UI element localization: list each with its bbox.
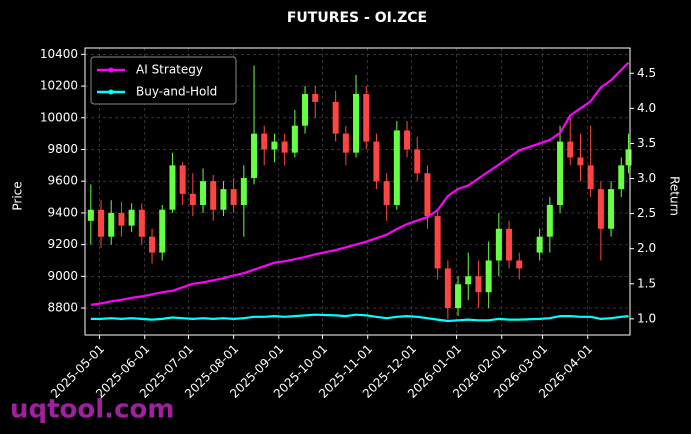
line-series [90, 61, 630, 306]
legend: AI Strategy Buy-and-Hold [90, 56, 237, 105]
candle-body [179, 165, 186, 194]
candle-body [373, 141, 380, 182]
candle-body [414, 149, 421, 174]
candle-body [625, 149, 632, 166]
candle-body [363, 93, 370, 142]
candle-body [291, 125, 298, 153]
candle-body [342, 133, 349, 153]
y2-tick-label: 2.0 [637, 241, 656, 255]
y-tick-label: 10400 [40, 47, 78, 61]
candle-body [189, 193, 196, 205]
candle-body [312, 93, 319, 102]
y-axis-label: Price [11, 181, 25, 210]
chart-title: FUTURES - OI.ZCE [287, 10, 427, 26]
y-tick-label: 9600 [47, 174, 78, 188]
candle-body [536, 236, 543, 253]
y-tick-label: 9400 [47, 205, 78, 219]
candle-body [434, 216, 441, 269]
candle-body [557, 141, 564, 205]
y-tick-label: 10000 [40, 110, 78, 124]
legend-label: AI Strategy [136, 63, 203, 77]
candle-body [87, 209, 94, 221]
candle-body [108, 212, 115, 237]
y2-tick-label: 3.5 [637, 136, 656, 150]
candle-body [475, 276, 482, 293]
candle-body [495, 228, 502, 261]
candle-body [138, 209, 145, 237]
y2-tick-label: 4.5 [637, 66, 656, 80]
candle-body [597, 189, 604, 229]
y-tick-label: 9800 [47, 142, 78, 156]
y-tick-label: 8800 [47, 301, 78, 315]
y2-axis-label: Return [668, 176, 682, 216]
candle-body [567, 141, 574, 158]
candle-body [302, 93, 309, 126]
y2-tick-label: 1.5 [637, 276, 656, 290]
candle-body [516, 260, 523, 269]
legend-marker [108, 89, 114, 95]
candle-body [149, 236, 156, 253]
candle-body [485, 260, 492, 293]
candle-body [546, 204, 553, 237]
candle-body [230, 189, 237, 205]
candle-body [128, 209, 135, 226]
candle-body [118, 212, 125, 226]
line-series [90, 313, 629, 323]
candle-body [261, 133, 268, 150]
candle-body [281, 141, 288, 153]
candle-body [169, 165, 176, 210]
candle-body [444, 268, 451, 309]
candle-body [506, 228, 513, 261]
candle-body [465, 276, 472, 285]
y2-tick-label: 3.0 [637, 171, 656, 185]
y2-tick-label: 4.0 [637, 101, 656, 115]
y-tick-label: 10200 [40, 79, 78, 93]
candle-body [332, 101, 339, 134]
candle-body [404, 130, 411, 150]
legend-box [90, 56, 237, 105]
candle-body [220, 189, 227, 210]
candle-body [393, 130, 400, 205]
candle-body [577, 157, 584, 166]
plot-frame [84, 47, 631, 336]
candle-body [159, 209, 166, 253]
legend-marker [108, 67, 114, 73]
y-tick-label: 9000 [47, 269, 78, 283]
candle-body [271, 141, 278, 150]
legend-label: Buy-and-Hold [136, 85, 217, 99]
candle-body [455, 284, 462, 309]
candle-body [618, 165, 625, 190]
candle-body [587, 165, 594, 190]
candle-body [98, 209, 105, 237]
candle-body [353, 93, 360, 153]
candle-body [200, 181, 207, 205]
y2-tick-label: 1.0 [637, 311, 656, 325]
candle-body [240, 178, 247, 205]
candle-body [383, 181, 390, 205]
candle-body [210, 181, 217, 210]
candle-body [251, 133, 258, 179]
watermark: uqtool.com [10, 395, 174, 425]
y2-tick-label: 2.5 [637, 206, 656, 220]
candle-body [608, 189, 615, 229]
candle-body [424, 173, 431, 217]
y-tick-label: 9200 [47, 237, 78, 251]
